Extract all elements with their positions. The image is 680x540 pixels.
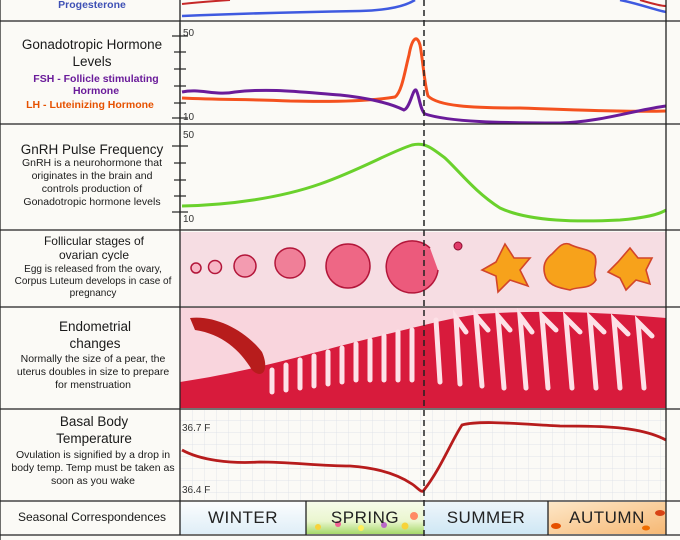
basal-description: Ovulation is signified by a drop in body… bbox=[11, 449, 175, 487]
season-spring: SPRING bbox=[330, 508, 400, 527]
summer-panel bbox=[424, 502, 548, 534]
fsh-legend: FSH - Follicle stimulating Hormone bbox=[33, 73, 159, 97]
spring-flowers-illustration bbox=[315, 512, 418, 531]
season-autumn: AUTUMN bbox=[569, 508, 645, 527]
gnrh-description: GnRH is a neurohormone that originates i… bbox=[21, 157, 163, 208]
seasonal-title: Seasonal Correspondences bbox=[17, 510, 167, 524]
endometrial-description: Normally the size of a pear, the uterus … bbox=[16, 353, 170, 391]
temperature-curve bbox=[181, 421, 667, 493]
autumn-leaves-illustration bbox=[551, 510, 665, 531]
lh-legend: LH - Luteinizing Hormone bbox=[26, 99, 154, 111]
corpus-luteum-stages bbox=[480, 242, 654, 294]
follicular-title: Follicular stages of ovarian cycle bbox=[43, 234, 145, 262]
season-winter: WINTER bbox=[207, 508, 279, 527]
basal-title: Basal Body Temperature bbox=[56, 414, 132, 446]
gnrh-title: GnRH Pulse Frequency bbox=[20, 142, 164, 157]
gonadotropic-title: Gonadotropic Hormone Levels bbox=[21, 37, 163, 69]
progesterone-curve bbox=[181, 0, 667, 18]
temperature-grid bbox=[180, 410, 666, 500]
follicular-description: Egg is released from the ovary, Corpus L… bbox=[14, 264, 172, 299]
follicle-stages bbox=[190, 240, 463, 294]
lh-curve bbox=[181, 37, 667, 113]
basal-ymin: 36.4 F bbox=[182, 485, 211, 496]
gonadotropic-ymax: 50 bbox=[183, 28, 195, 39]
progesterone-legend: Progesterone bbox=[58, 0, 126, 11]
endometrial-title: Endometrial changes bbox=[58, 319, 132, 351]
gonadotropic-ymin: 10 bbox=[183, 112, 195, 123]
gnrh-ymin: 10 bbox=[183, 214, 195, 225]
winter-panel bbox=[180, 502, 306, 534]
progesterone-red-curve bbox=[181, 0, 667, 7]
gnrh-ymax: 50 bbox=[183, 130, 195, 141]
gnrh-curve bbox=[181, 142, 667, 223]
basal-ymax: 36.7 F bbox=[182, 423, 211, 434]
fsh-curve bbox=[181, 88, 667, 125]
season-summer: SUMMER bbox=[446, 508, 526, 527]
endometrial-lining bbox=[180, 307, 666, 408]
